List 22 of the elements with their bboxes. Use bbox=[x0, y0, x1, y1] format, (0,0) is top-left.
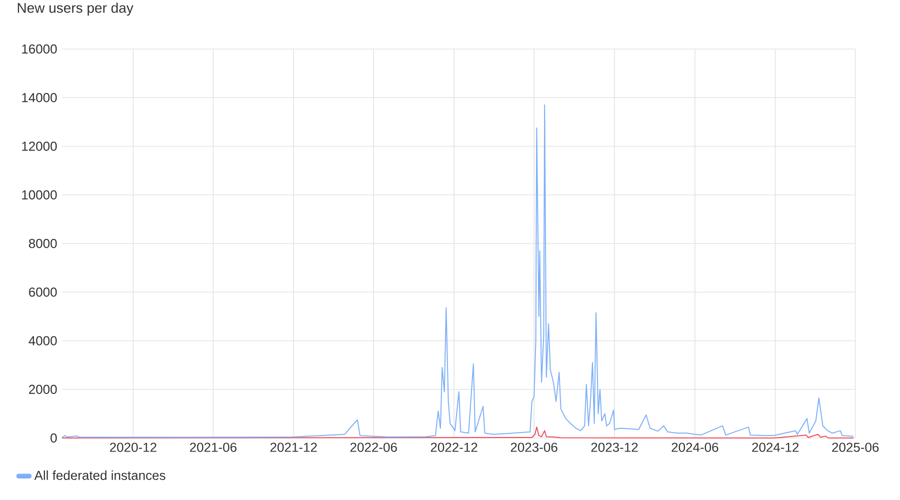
x-tick-label: 2022-06 bbox=[350, 442, 397, 452]
y-tick-label: 4000 bbox=[28, 336, 57, 346]
line-series bbox=[62, 426, 854, 438]
x-tick-label: 2023-12 bbox=[591, 442, 638, 452]
x-tick-label: 2022-12 bbox=[430, 442, 478, 452]
x-tick-label: 2024-06 bbox=[672, 442, 718, 452]
y-tick-label: 12000 bbox=[22, 142, 57, 151]
y-tick-label: 0 bbox=[50, 433, 57, 443]
x-tick-label: 2021-06 bbox=[190, 442, 236, 452]
chart-title: New users per day bbox=[18, 2, 134, 16]
legend-label: All federated instances bbox=[34, 470, 166, 480]
y-tick-label: 10000 bbox=[22, 190, 57, 200]
x-tick-label: 2020-12 bbox=[110, 442, 156, 452]
y-tick-label: 16000 bbox=[22, 44, 57, 54]
y-tick-label: 2000 bbox=[29, 384, 57, 394]
y-tick-label: 8000 bbox=[28, 238, 57, 248]
y-tick-label: 14000 bbox=[22, 93, 57, 102]
x-tick-label: 2025-06 bbox=[832, 442, 879, 452]
x-tick-label: 2021-12 bbox=[270, 442, 317, 452]
x-tick-label: 2023-06 bbox=[510, 442, 558, 452]
x-tick-label: 2024-12 bbox=[752, 442, 799, 452]
y-tick-label: 6000 bbox=[29, 288, 57, 297]
